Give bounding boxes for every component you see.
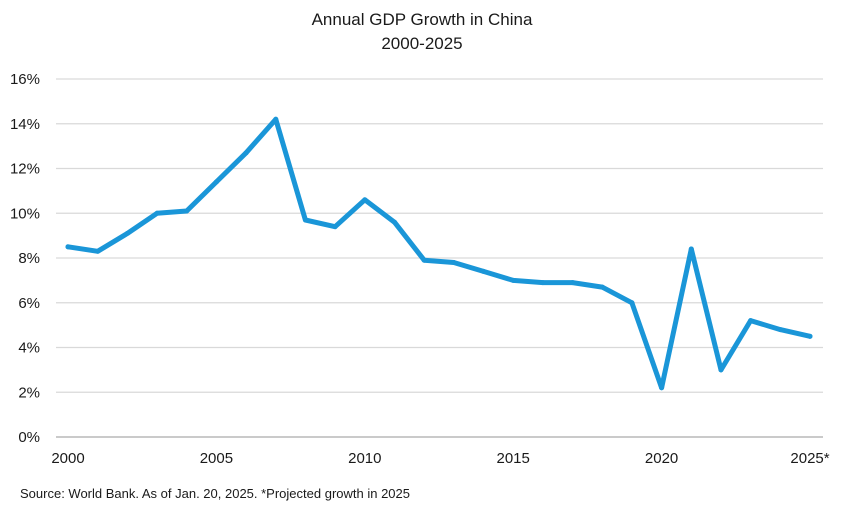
data-point [213, 179, 219, 185]
gridlines [56, 78, 823, 438]
data-point [659, 385, 665, 391]
y-tick-label: 8% [18, 250, 40, 267]
data-point [777, 327, 783, 333]
y-tick-label: 2% [18, 384, 40, 401]
y-axis-tick-labels: 0% 2% 4% 6% 8% 10% 12% 14% 16% [10, 71, 40, 446]
y-tick-label: 14% [10, 116, 40, 133]
data-point [451, 259, 457, 265]
x-tick-label: 2015 [497, 450, 530, 467]
x-axis-tick-labels: 2000 2005 2010 2015 2020 2025* [51, 450, 829, 467]
data-point [273, 116, 279, 122]
series-group [65, 116, 813, 391]
y-tick-label: 12% [10, 161, 40, 178]
data-point [362, 197, 368, 203]
data-point [184, 208, 190, 214]
chart-subtitle: 2000-2025 [381, 34, 462, 53]
data-point [510, 277, 516, 283]
x-tick-label: 2020 [645, 450, 678, 467]
data-point [332, 224, 338, 230]
data-point [481, 268, 487, 274]
x-tick-label: 2025* [790, 450, 829, 467]
x-tick-label: 2005 [200, 450, 233, 467]
data-point [243, 150, 249, 156]
chart-title: Annual GDP Growth in China [312, 10, 533, 29]
data-point [570, 280, 576, 286]
data-point [807, 333, 813, 339]
data-point [65, 244, 71, 250]
y-tick-label: 16% [10, 71, 40, 88]
y-tick-label: 4% [18, 340, 40, 357]
data-point [421, 257, 427, 263]
y-tick-label: 6% [18, 295, 40, 312]
data-point [302, 217, 308, 223]
line-chart: Annual GDP Growth in China 2000-2025 0% 2… [10, 10, 830, 467]
data-point [748, 318, 754, 324]
y-tick-label: 10% [10, 205, 40, 222]
data-point [599, 284, 605, 290]
data-point [154, 210, 160, 216]
data-point [95, 248, 101, 254]
data-point [688, 246, 694, 252]
source-note: Source: World Bank. As of Jan. 20, 2025.… [20, 486, 410, 501]
data-point [629, 300, 635, 306]
data-point [540, 280, 546, 286]
y-tick-label: 0% [18, 429, 40, 446]
series-line [65, 116, 813, 391]
x-tick-label: 2000 [51, 450, 84, 467]
data-point [391, 219, 397, 225]
x-tick-label: 2010 [348, 450, 381, 467]
data-point [124, 230, 130, 236]
data-point [718, 367, 724, 373]
